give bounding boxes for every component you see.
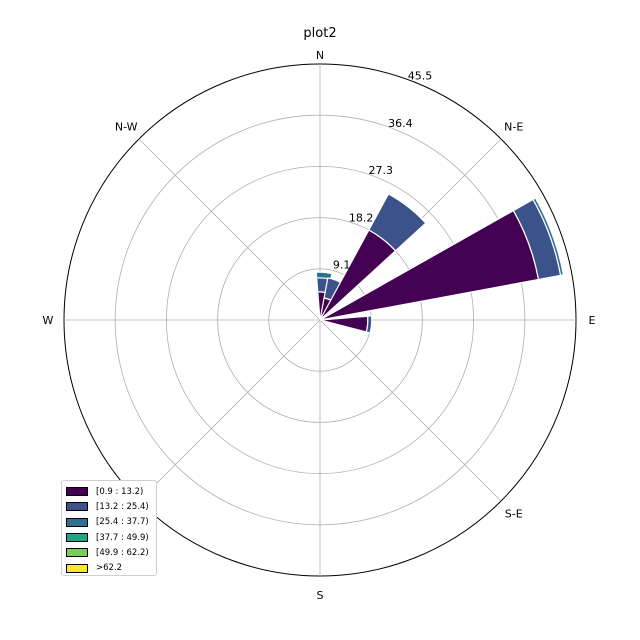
direction-label: N-E [504,120,523,133]
direction-label: S [317,589,324,602]
legend-item: [37.7 : 49.9) [66,530,152,545]
legend-swatch [66,517,88,527]
legend-item: [13.2 : 25.4) [66,499,152,514]
direction-label: W [43,314,54,327]
grid-spoke [138,319,321,502]
legend-label: [25.4 : 37.7) [96,517,149,528]
legend-swatch [66,502,88,512]
direction-label: E [589,314,596,327]
radial-tick-label: 36.4 [388,117,413,130]
radial-tick-label: 45.5 [408,69,433,82]
legend-swatch [66,563,88,573]
legend: [0.9 : 13.2) [13.2 : 25.4) [25.4 : 37.7)… [61,480,157,576]
legend-item: [25.4 : 37.7) [66,515,152,530]
windrose-bar [532,197,565,277]
legend-swatch [66,533,88,543]
direction-label: N [316,49,324,62]
radial-tick-label: 18.2 [349,211,374,224]
direction-label: S-E [505,508,523,521]
grid-spoke [319,319,502,502]
radial-tick-label: 9.1 [333,259,351,272]
legend-swatch [66,548,88,558]
windrose-bar [368,193,427,252]
legend-label: [13.2 : 25.4) [96,501,149,512]
legend-label: [49.9 : 62.2) [96,547,149,558]
legend-item: [0.9 : 13.2) [66,484,152,499]
windrose-bar [365,315,373,334]
chart-title: plot2 [303,26,336,41]
direction-label: N-W [115,120,138,133]
legend-swatch [66,487,88,497]
legend-item: >62.2 [66,560,152,575]
legend-item: [49.9 : 62.2) [66,545,152,560]
legend-label: [37.7 : 49.9) [96,532,149,543]
legend-label: >62.2 [96,563,123,574]
legend-label: [0.9 : 13.2) [96,486,144,497]
grid-spoke [138,138,321,321]
radial-tick-label: 27.3 [369,164,394,177]
